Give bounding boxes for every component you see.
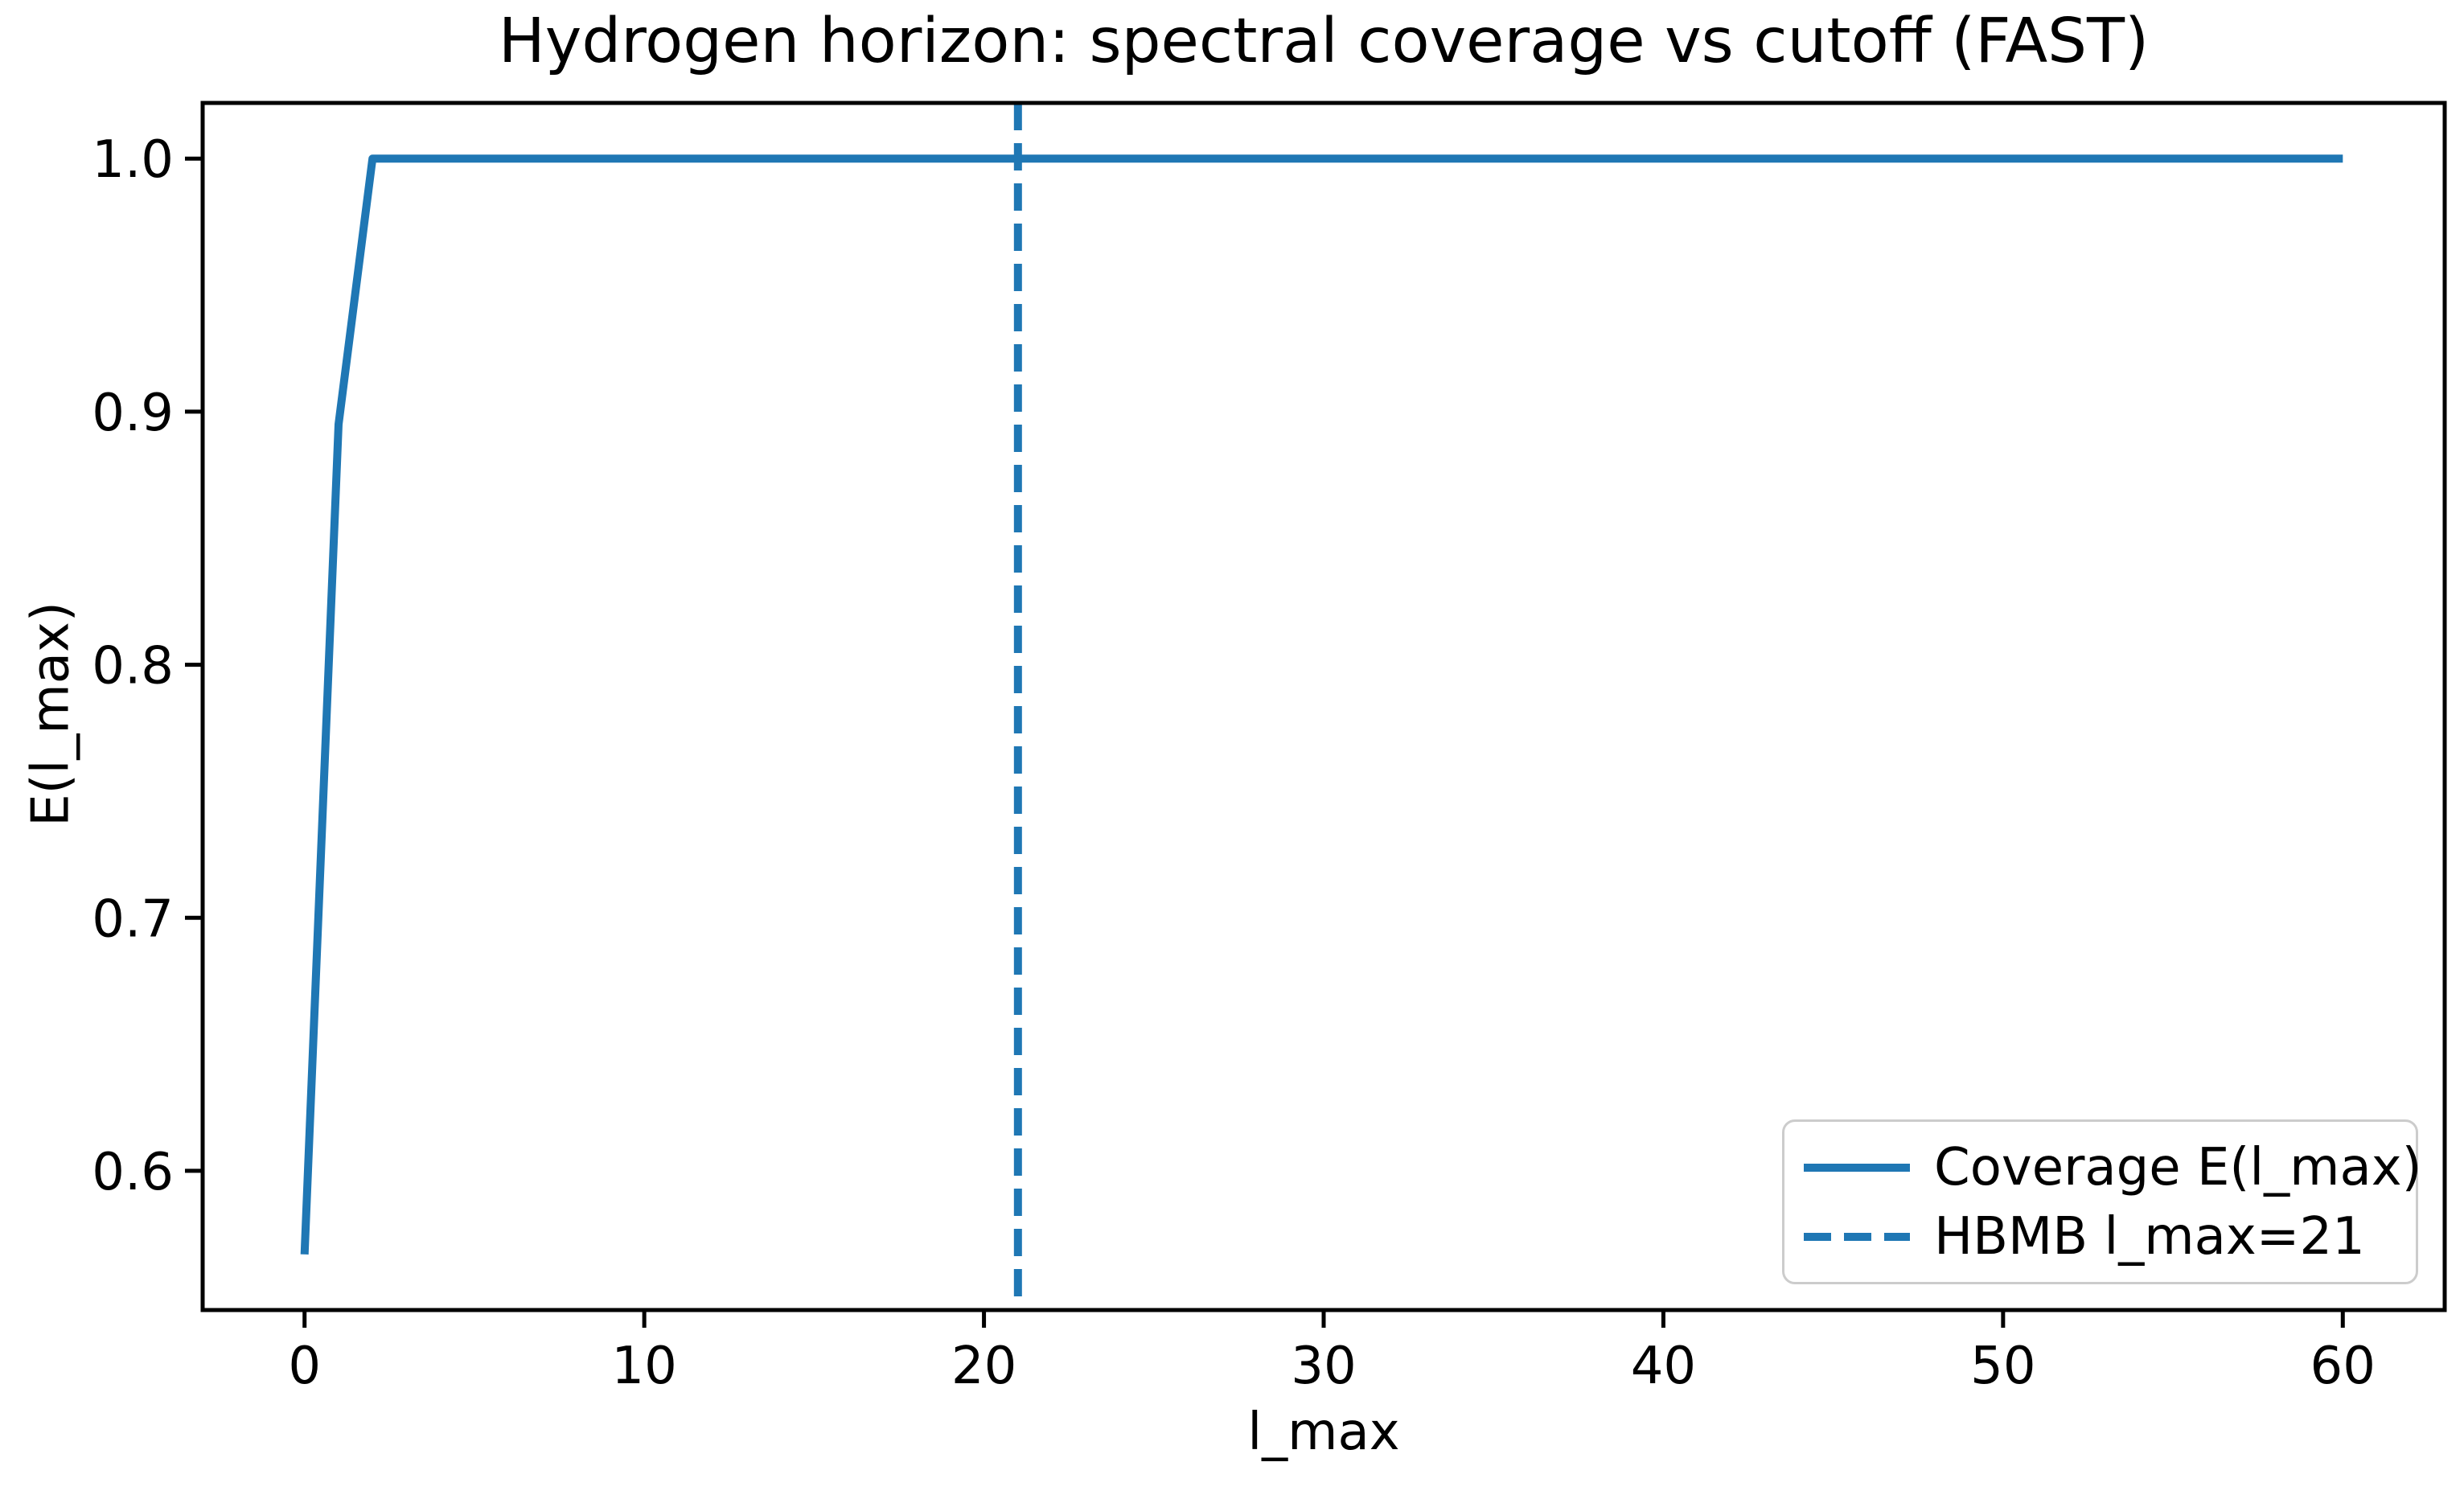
legend-label-hbmb: HBMB l_max=21 [1934,1206,2365,1267]
x-tick-label: 40 [1631,1337,1696,1396]
solid-line-swatch-icon [1804,1163,1910,1172]
x-axis-label: l_max [1247,1403,1400,1462]
dashed-line-swatch-icon [1804,1232,1910,1241]
y-axis-label: E(l_max) [21,602,81,827]
chart-title: Hydrogen horizon: spectral coverage vs c… [498,6,2150,77]
y-tick-label: 0.6 [92,1143,174,1202]
y-tick-label: 0.8 [92,637,174,696]
y-tick-label: 0.7 [92,889,174,949]
y-tick-label: 0.9 [92,384,174,443]
x-tick-label: 0 [288,1337,321,1396]
x-tick-label: 10 [611,1337,676,1396]
x-tick-label: 50 [1970,1337,2035,1396]
legend-label-coverage: Coverage E(l_max) [1934,1137,2422,1197]
legend: Coverage E(l_max) HBMB l_max=21 [1782,1119,2422,1284]
coverage-line [300,154,2343,1255]
legend-entry-coverage: Coverage E(l_max) [1804,1142,2422,1193]
y-tick-label: 1.0 [92,130,174,190]
x-tick-label: 60 [2310,1337,2376,1396]
x-tick-label: 30 [1291,1337,1356,1396]
x-tick-label: 20 [951,1337,1016,1396]
legend-entry-hbmb: HBMB l_max=21 [1804,1211,2416,1263]
